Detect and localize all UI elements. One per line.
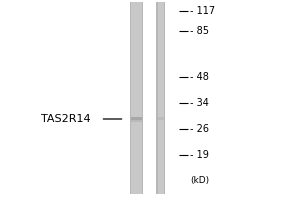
Bar	[131, 117, 142, 120]
Bar	[130, 2, 143, 194]
Text: - 117: - 117	[190, 6, 216, 16]
Text: - 85: - 85	[190, 26, 209, 36]
Bar	[142, 2, 143, 194]
Text: - 34: - 34	[190, 98, 209, 108]
Bar	[156, 2, 158, 194]
Bar	[130, 2, 131, 194]
Bar	[156, 2, 165, 194]
Text: TAS2R14: TAS2R14	[41, 114, 91, 124]
Bar	[164, 2, 165, 194]
Text: - 19: - 19	[190, 150, 209, 160]
Text: - 48: - 48	[190, 72, 209, 82]
Text: - 26: - 26	[190, 124, 209, 134]
Bar	[156, 116, 165, 119]
Bar	[130, 116, 143, 121]
Text: (kD): (kD)	[190, 176, 210, 186]
